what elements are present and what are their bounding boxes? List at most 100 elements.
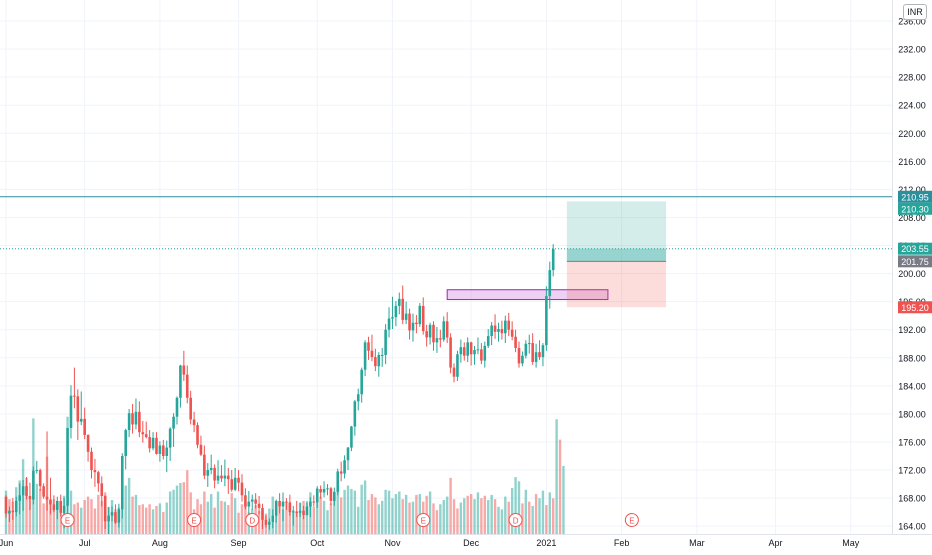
- candle-body: [73, 395, 76, 397]
- volume-bar: [285, 502, 288, 534]
- candle-body: [168, 428, 172, 448]
- candle-body: [350, 426, 353, 448]
- dividend-marker: [508, 513, 523, 527]
- price-label-box: [898, 202, 932, 215]
- volume-bar: [411, 501, 415, 534]
- candle-body: [363, 342, 367, 370]
- volume-bar: [56, 510, 59, 534]
- candle-body: [370, 350, 374, 358]
- volume-bar: [237, 512, 240, 534]
- candle-body: [339, 471, 343, 474]
- candle-body: [244, 495, 247, 507]
- volume-bar: [514, 477, 517, 534]
- candle-body: [514, 336, 517, 348]
- candle-body: [449, 337, 452, 368]
- candle-body: [21, 486, 25, 496]
- candle-body: [452, 367, 456, 377]
- candle-body: [312, 501, 316, 503]
- candle-body: [305, 506, 309, 515]
- candle-body: [14, 500, 18, 513]
- price-label-text: 210.30: [901, 204, 929, 214]
- volume-bar: [545, 505, 548, 534]
- candle-body: [524, 343, 528, 356]
- candle-body: [353, 401, 357, 427]
- candle-body: [76, 396, 80, 422]
- volume-bar: [374, 497, 377, 534]
- volume-bar: [316, 488, 319, 534]
- y-tick-label: 216.00: [898, 157, 926, 167]
- candle-body: [391, 317, 394, 319]
- currency-badge[interactable]: INR: [903, 4, 927, 20]
- candle-body: [298, 510, 302, 513]
- volume-bar: [469, 494, 473, 534]
- earnings-marker: [187, 513, 202, 527]
- volume-bar: [134, 494, 138, 534]
- volume-bar: [329, 503, 333, 534]
- candle-body: [401, 298, 405, 320]
- volume-bar: [476, 492, 480, 534]
- x-tick-label: May: [842, 538, 860, 548]
- volume-bar: [52, 499, 56, 534]
- candle-body: [432, 324, 435, 343]
- y-tick-label: 168.00: [898, 494, 926, 504]
- x-tick-label: Mar: [689, 538, 705, 548]
- volume-bar: [524, 489, 528, 534]
- y-tick-label: 212.00: [898, 185, 926, 195]
- x-tick-label: Aug: [152, 538, 168, 548]
- candle-body: [148, 437, 151, 449]
- x-tick-label: Apr: [768, 538, 782, 548]
- candle-body: [329, 488, 333, 501]
- candle-body: [107, 515, 110, 522]
- candle-body: [274, 500, 278, 516]
- candle-body: [52, 504, 56, 511]
- price-label-text: 203.55: [901, 244, 929, 254]
- drawings[interactable]: [446, 201, 667, 308]
- volume-bar: [552, 498, 555, 534]
- candle-body: [220, 475, 223, 479]
- volume-bar: [69, 490, 73, 534]
- candle-body: [309, 501, 312, 507]
- candle-body: [237, 477, 240, 483]
- candle-body: [291, 511, 295, 513]
- candle-body: [213, 467, 216, 481]
- candle-body: [360, 369, 363, 395]
- volume-bar: [162, 511, 165, 534]
- candle-body: [8, 510, 11, 514]
- candle-body: [545, 296, 548, 346]
- candle-body: [288, 502, 292, 513]
- candle-body: [216, 475, 220, 481]
- volume-bar: [25, 477, 28, 534]
- volume-bar: [528, 501, 531, 534]
- candle-body: [466, 342, 469, 356]
- y-tick-label: 220.00: [898, 129, 926, 139]
- volume-bar: [384, 489, 387, 534]
- volume-bar: [394, 494, 398, 534]
- volume-bar: [278, 506, 281, 534]
- candle-body: [83, 418, 86, 435]
- candle-body: [490, 325, 493, 337]
- price-label-box: [898, 301, 932, 314]
- candle-body: [486, 336, 490, 346]
- volume-bar: [76, 502, 80, 534]
- volume-bar: [558, 439, 562, 534]
- y-tick-label: 172.00: [898, 466, 926, 476]
- candle-body: [93, 470, 97, 473]
- candle-body: [209, 467, 213, 471]
- volume-bar: [346, 485, 350, 534]
- candle-body: [49, 499, 52, 505]
- volume-bar: [531, 505, 534, 534]
- y-tick-label: 232.00: [898, 45, 926, 55]
- candle-body: [185, 374, 189, 398]
- candle-body: [11, 510, 15, 513]
- event-marker-label: E: [421, 517, 426, 526]
- volume-bar: [538, 498, 541, 534]
- candle-body: [517, 347, 521, 364]
- volume-bar: [326, 510, 329, 534]
- candle-body: [38, 470, 42, 487]
- candle-body: [398, 298, 401, 306]
- candle-body: [59, 500, 63, 513]
- candle-body: [90, 451, 93, 471]
